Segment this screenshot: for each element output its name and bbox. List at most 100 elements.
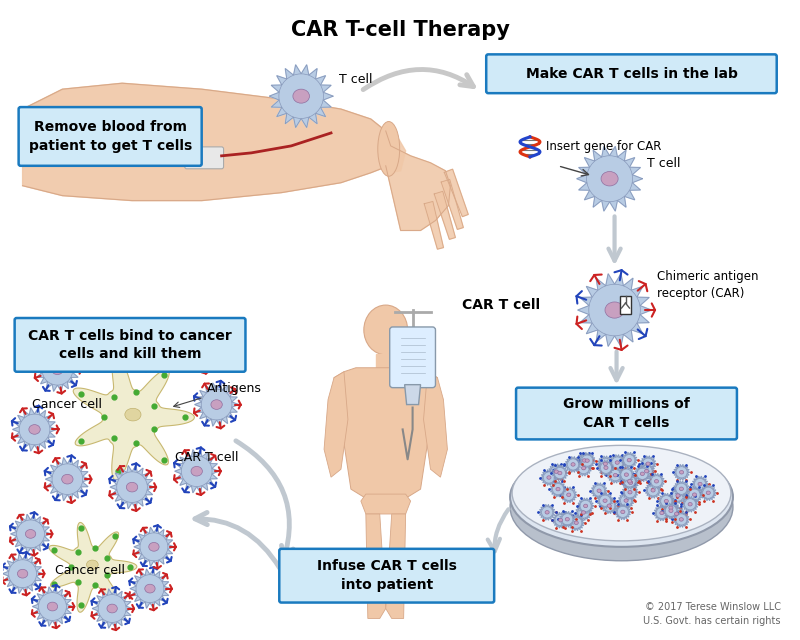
- Polygon shape: [654, 505, 670, 521]
- Polygon shape: [597, 493, 613, 509]
- Polygon shape: [33, 587, 72, 626]
- Ellipse shape: [669, 506, 673, 509]
- Circle shape: [202, 389, 232, 420]
- Ellipse shape: [698, 483, 702, 486]
- Polygon shape: [10, 515, 50, 554]
- FancyBboxPatch shape: [18, 107, 202, 166]
- Ellipse shape: [646, 462, 650, 465]
- Ellipse shape: [510, 453, 733, 561]
- Circle shape: [600, 458, 611, 469]
- Circle shape: [586, 156, 633, 202]
- Circle shape: [621, 495, 632, 506]
- Circle shape: [126, 333, 158, 363]
- Polygon shape: [386, 139, 406, 173]
- FancyBboxPatch shape: [486, 54, 777, 93]
- Polygon shape: [175, 450, 218, 493]
- Polygon shape: [120, 326, 164, 369]
- Circle shape: [589, 284, 640, 336]
- Circle shape: [610, 470, 621, 481]
- Ellipse shape: [676, 494, 680, 497]
- Polygon shape: [35, 348, 79, 391]
- Text: T cell: T cell: [647, 157, 681, 170]
- Ellipse shape: [29, 424, 40, 435]
- Ellipse shape: [512, 445, 731, 541]
- Text: Cancer cell: Cancer cell: [32, 398, 102, 411]
- Circle shape: [625, 486, 635, 498]
- Circle shape: [117, 472, 147, 502]
- Ellipse shape: [628, 490, 632, 494]
- Circle shape: [702, 487, 714, 499]
- Polygon shape: [591, 483, 607, 499]
- Ellipse shape: [582, 467, 586, 470]
- Ellipse shape: [364, 305, 408, 355]
- Circle shape: [52, 464, 82, 495]
- Text: Remove blood from
patient to get T cells: Remove blood from patient to get T cells: [29, 120, 192, 153]
- Text: Antigens: Antigens: [174, 381, 262, 408]
- Polygon shape: [674, 465, 690, 480]
- Polygon shape: [386, 514, 406, 618]
- Ellipse shape: [605, 302, 624, 318]
- Polygon shape: [618, 467, 634, 483]
- Polygon shape: [334, 368, 438, 499]
- Ellipse shape: [674, 512, 678, 516]
- Polygon shape: [92, 589, 132, 628]
- Ellipse shape: [582, 459, 586, 462]
- Circle shape: [570, 517, 582, 529]
- Ellipse shape: [627, 479, 632, 483]
- Circle shape: [651, 476, 662, 487]
- Ellipse shape: [706, 491, 710, 495]
- Ellipse shape: [510, 447, 733, 547]
- Polygon shape: [645, 483, 661, 498]
- Text: CAR T cell: CAR T cell: [175, 451, 238, 464]
- Polygon shape: [110, 465, 154, 509]
- Circle shape: [600, 462, 611, 474]
- Ellipse shape: [47, 602, 58, 611]
- Circle shape: [694, 479, 706, 490]
- Polygon shape: [638, 463, 654, 479]
- Polygon shape: [539, 504, 555, 520]
- Polygon shape: [669, 506, 685, 522]
- Polygon shape: [622, 452, 637, 468]
- Polygon shape: [602, 498, 617, 513]
- Circle shape: [641, 466, 652, 477]
- Ellipse shape: [196, 345, 207, 355]
- Ellipse shape: [211, 400, 222, 410]
- Text: © 2017 Terese Winslow LLC
U.S. Govt. has certain rights: © 2017 Terese Winslow LLC U.S. Govt. has…: [643, 602, 781, 627]
- Polygon shape: [577, 452, 593, 468]
- Circle shape: [642, 458, 654, 469]
- Circle shape: [38, 593, 66, 620]
- Text: CAR T-cell Therapy: CAR T-cell Therapy: [291, 20, 510, 40]
- Ellipse shape: [603, 462, 607, 465]
- Ellipse shape: [566, 493, 571, 497]
- Polygon shape: [22, 83, 389, 200]
- Text: Make CAR T cells in the lab: Make CAR T cells in the lab: [526, 67, 738, 81]
- Ellipse shape: [660, 511, 664, 515]
- Circle shape: [567, 459, 578, 470]
- Circle shape: [578, 507, 589, 518]
- Polygon shape: [686, 487, 702, 502]
- Polygon shape: [559, 511, 575, 527]
- Ellipse shape: [126, 483, 138, 492]
- Polygon shape: [541, 470, 557, 485]
- Ellipse shape: [558, 518, 562, 522]
- Polygon shape: [670, 488, 686, 504]
- Polygon shape: [578, 274, 651, 346]
- Polygon shape: [548, 464, 564, 479]
- Polygon shape: [13, 408, 57, 451]
- Polygon shape: [74, 356, 194, 481]
- Polygon shape: [423, 372, 447, 477]
- Polygon shape: [663, 500, 679, 516]
- FancyBboxPatch shape: [279, 549, 494, 602]
- Polygon shape: [640, 456, 656, 472]
- Polygon shape: [568, 515, 584, 531]
- Polygon shape: [649, 474, 665, 489]
- Circle shape: [618, 506, 628, 518]
- Polygon shape: [674, 511, 690, 527]
- Circle shape: [624, 454, 634, 466]
- Circle shape: [625, 477, 636, 488]
- Circle shape: [554, 467, 566, 479]
- Circle shape: [624, 476, 635, 487]
- Polygon shape: [376, 354, 396, 368]
- Ellipse shape: [378, 122, 400, 176]
- Polygon shape: [622, 474, 638, 489]
